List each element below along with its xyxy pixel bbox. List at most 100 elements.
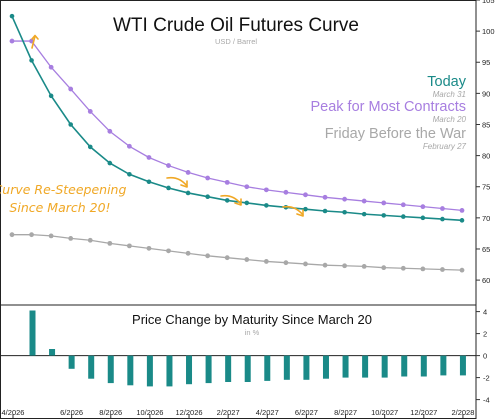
series-1-point bbox=[420, 204, 426, 210]
y-tick-label: 2 bbox=[483, 330, 487, 339]
bar bbox=[68, 355, 75, 369]
series-1-point bbox=[107, 128, 113, 134]
bar bbox=[88, 355, 95, 379]
legend-series-name: Peak for Most Contracts bbox=[310, 99, 466, 115]
series-0-point bbox=[127, 171, 132, 177]
legend-entry: Today March 31 bbox=[427, 74, 466, 99]
bar bbox=[186, 355, 193, 385]
series-0-point bbox=[29, 58, 34, 63]
series-1-point bbox=[146, 155, 152, 160]
x-tick-label: 12/2027 bbox=[410, 408, 437, 417]
series-1-point bbox=[381, 200, 387, 206]
x-tick-label: 2/2027 bbox=[217, 408, 240, 417]
series-0-point bbox=[9, 13, 15, 19]
series-0-point bbox=[87, 144, 93, 150]
bar bbox=[459, 355, 466, 376]
bar bbox=[49, 349, 56, 356]
series-0-point bbox=[185, 190, 191, 196]
series-1-point bbox=[303, 192, 308, 198]
series-line-2 bbox=[12, 234, 463, 271]
legend-series-date: March 31 bbox=[432, 90, 466, 99]
series-2-point bbox=[244, 257, 250, 262]
x-tick-label: 6/2027 bbox=[295, 408, 318, 417]
bar bbox=[283, 355, 290, 380]
legend-entry: Friday Before the War February 27 bbox=[325, 126, 466, 151]
y-tick-label: -2 bbox=[483, 374, 490, 383]
bar bbox=[342, 355, 349, 378]
series-2-point bbox=[87, 237, 93, 243]
x-tick-label: 6/2026 bbox=[60, 408, 83, 417]
series-1-point bbox=[361, 198, 367, 204]
series-2-point bbox=[48, 233, 54, 239]
annotation-text: Since March 20! bbox=[9, 200, 110, 215]
chart-title: WTI Crude Oil Futures Curve bbox=[113, 15, 359, 36]
series-2-point bbox=[9, 232, 15, 238]
bar bbox=[127, 355, 134, 386]
bar bbox=[107, 355, 114, 384]
series-2-point bbox=[205, 253, 211, 259]
bar bbox=[440, 355, 447, 376]
series-2-point bbox=[440, 267, 445, 272]
annotation-arrow-up bbox=[31, 34, 39, 49]
series-2-point bbox=[342, 263, 348, 269]
series-2-point bbox=[29, 232, 34, 238]
series-0-point bbox=[146, 179, 152, 185]
series-0-point bbox=[244, 200, 250, 206]
bar bbox=[362, 355, 369, 378]
annotation-arrow bbox=[166, 176, 188, 187]
series-1-point bbox=[9, 38, 15, 44]
series-2-point bbox=[185, 250, 191, 256]
bar-chart-title: Price Change by Maturity Since March 20 bbox=[132, 312, 372, 327]
series-2-point bbox=[361, 264, 367, 269]
x-tick-label: 2/2028 bbox=[451, 408, 474, 417]
series-0-point bbox=[303, 206, 308, 212]
y-tick-label: 80 bbox=[482, 152, 490, 161]
legend-series-date: March 20 bbox=[432, 115, 466, 124]
bar bbox=[401, 355, 408, 377]
series-0-point bbox=[342, 209, 347, 215]
y-tick-label: -4 bbox=[483, 396, 490, 405]
x-tick-label: 10/2027 bbox=[371, 408, 398, 417]
series-1-point bbox=[322, 194, 328, 200]
y-tick-label: 105 bbox=[482, 0, 495, 5]
series-0-point bbox=[224, 198, 230, 203]
y-tick-label: 70 bbox=[482, 214, 490, 223]
series-line-0 bbox=[11, 15, 463, 222]
bar bbox=[29, 310, 36, 356]
chart-subtitle: USD / Barrel bbox=[215, 37, 257, 46]
series-0-point bbox=[381, 213, 387, 218]
series-2-point bbox=[107, 240, 113, 246]
series-0-point bbox=[68, 122, 73, 127]
series-1-point bbox=[126, 143, 132, 149]
series-0-point bbox=[440, 216, 445, 222]
series-2-point bbox=[146, 245, 152, 251]
bar bbox=[146, 355, 153, 387]
legend-series-name: Today bbox=[427, 74, 466, 90]
annotation-text: Curve Re-Steepening bbox=[0, 182, 126, 197]
bar bbox=[381, 355, 388, 378]
series-2-point bbox=[68, 235, 74, 241]
series-0-point bbox=[401, 214, 406, 219]
series-2-point bbox=[400, 265, 406, 271]
series-2-point bbox=[420, 266, 426, 272]
x-tick-label: 8/2026 bbox=[99, 408, 122, 417]
series-2-point bbox=[263, 259, 269, 264]
legend-series-name: Friday Before the War bbox=[324, 126, 466, 142]
series-line-1 bbox=[12, 40, 463, 212]
y-tick-label: 75 bbox=[482, 183, 490, 192]
series-2-point bbox=[459, 267, 465, 273]
annotation-arrowhead bbox=[234, 198, 242, 206]
bar bbox=[225, 355, 232, 382]
y-tick-label: 90 bbox=[482, 89, 490, 98]
series-1-point bbox=[342, 196, 348, 202]
series-0-point bbox=[264, 203, 269, 208]
series-1-point bbox=[283, 189, 289, 195]
x-tick-label: 4/2026 bbox=[2, 408, 25, 417]
y-tick-label: 60 bbox=[482, 276, 490, 285]
series-2-point bbox=[303, 261, 308, 267]
series-1-point bbox=[205, 175, 211, 181]
legend-series-date: February 27 bbox=[422, 142, 466, 151]
y-tick-label: 4 bbox=[483, 308, 487, 317]
